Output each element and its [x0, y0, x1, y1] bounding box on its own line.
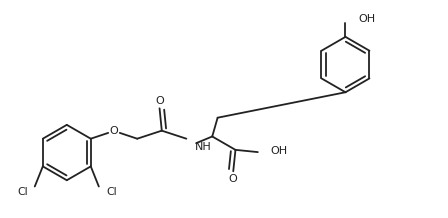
- Text: OH: OH: [270, 146, 288, 156]
- Text: OH: OH: [358, 14, 375, 24]
- Text: O: O: [110, 126, 118, 136]
- Text: O: O: [155, 96, 164, 106]
- Text: Cl: Cl: [106, 187, 116, 197]
- Text: NH: NH: [194, 142, 211, 152]
- Text: Cl: Cl: [17, 187, 28, 197]
- Text: O: O: [229, 174, 237, 184]
